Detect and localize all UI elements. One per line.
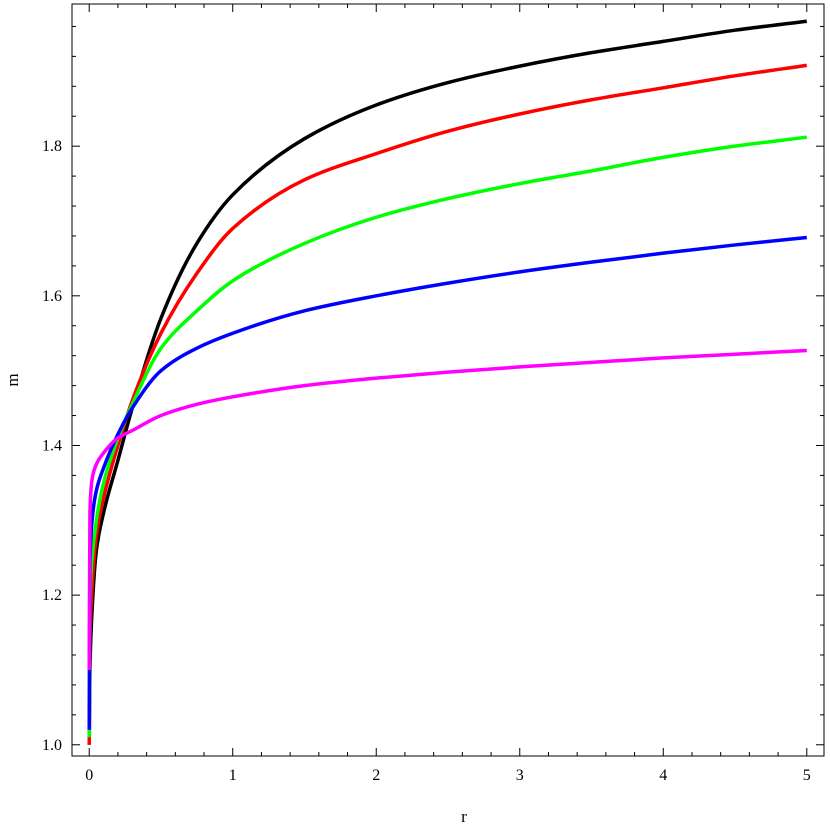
series-line-2 — [87, 135, 807, 738]
y-tick-label: 1.4 — [42, 437, 62, 454]
series-line-1 — [87, 63, 808, 745]
x-tick-label: 3 — [516, 767, 524, 784]
x-tick-label: 1 — [229, 767, 237, 784]
x-tick-label: 5 — [803, 767, 811, 784]
data-series — [87, 19, 808, 745]
y-axis-label: m — [3, 373, 22, 386]
x-tick-label: 4 — [659, 767, 667, 784]
plot-frame — [71, 3, 825, 757]
x-tick-label: 0 — [85, 767, 93, 784]
x-axis-label: r — [461, 807, 467, 826]
y-tick-label: 1.0 — [42, 737, 62, 754]
series-line-3 — [87, 235, 807, 730]
y-tick-label: 1.8 — [42, 138, 62, 155]
series-line-4 — [87, 348, 807, 670]
x-tick-label: 2 — [372, 767, 380, 784]
tick-labels: 0 1 2 3 4 5 1.0 1.2 1.4 1.6 1.8 — [42, 138, 811, 784]
y-tick-label: 1.2 — [42, 587, 62, 604]
axis-ticks — [72, 4, 824, 756]
y-tick-label: 1.6 — [42, 288, 62, 305]
plot-border — [71, 3, 825, 757]
